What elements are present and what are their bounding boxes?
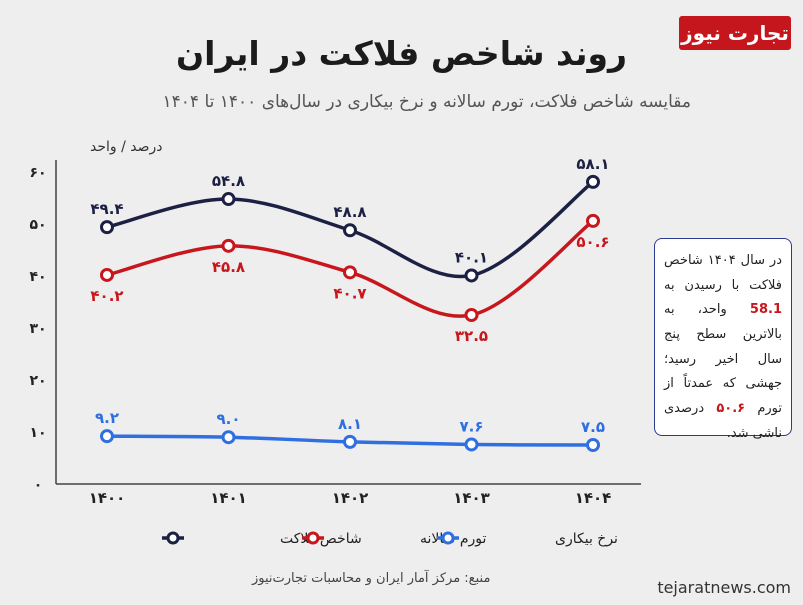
note-highlight-inflation: ۵۰.۶ (716, 401, 746, 417)
data-label: ۴۰.۲ (90, 287, 123, 305)
data-point (464, 308, 479, 322)
data-point (586, 213, 600, 228)
data-label: ۵۰.۶ (576, 233, 609, 251)
y-axis-label: درصد / واحد (90, 139, 163, 155)
data-label: ۸.۱ (338, 415, 362, 433)
x-tick-label: ۱۴۰۱ (210, 489, 247, 507)
data-label: ۹.۲ (95, 409, 119, 427)
data-point (343, 223, 357, 238)
y-tick-label: ۶۰ (29, 165, 46, 181)
page-title: روند شاخص فلاکت در ایران (176, 34, 627, 73)
data-label: ۴۸.۸ (333, 203, 366, 221)
legend-marker (441, 531, 455, 545)
y-tick-label: ۳۰ (29, 321, 46, 337)
data-label: ۵۴.۸ (212, 172, 245, 190)
y-tick-label: ۴۰ (29, 269, 46, 285)
data-label: ۴۰.۱ (455, 248, 488, 266)
legend-label: نرخ بیکاری (555, 531, 618, 547)
data-point (586, 174, 600, 189)
legend-marker (166, 531, 180, 545)
x-tick-label: ۱۴۰۴ (575, 489, 612, 507)
data-point (464, 268, 479, 283)
annotation-box: در سال ۱۴۰۴ شاخص فلاکت با رسیدن به 58.1 … (654, 238, 792, 441)
x-tick-label: ۱۴۰۳ (453, 489, 490, 507)
note-text-1: در سال ۱۴۰۴ شاخص فلاکت با رسیدن به (664, 253, 782, 293)
website-url: tejaratnews.com (657, 578, 791, 597)
x-tick-label: ۱۴۰۰ (89, 489, 126, 507)
data-point (100, 220, 114, 235)
data-point (221, 192, 236, 207)
data-label: ۴۹.۴ (90, 200, 123, 218)
data-point (221, 238, 236, 253)
y-tick-label: ۰ (34, 477, 43, 493)
data-point (343, 265, 357, 280)
data-point (221, 430, 236, 445)
note-text-3: درصدی ناشی شد. (664, 401, 782, 441)
source-credit: منبع: مرکز آمار ایران و محاسبات تجارت‌نی… (252, 571, 491, 586)
brand-logo: تجارت نیوز (679, 16, 791, 50)
data-label: ۴۵.۸ (212, 258, 245, 276)
data-label: ۹.۰ (216, 410, 240, 428)
note-text-2: واحد، به بالاترین سطح پنج سال اخیر رسید؛… (664, 302, 782, 417)
data-point (100, 429, 114, 444)
data-label: ۷.۵ (581, 418, 605, 436)
note-highlight-misery: 58.1 (749, 302, 782, 318)
page-subtitle: مقایسه شاخص فلاکت، تورم سالانه و نرخ بیک… (162, 92, 691, 112)
y-tick-label: ۵۰ (29, 217, 46, 233)
data-point (343, 434, 357, 449)
data-label: ۷.۶ (459, 417, 483, 435)
data-label: ۵۸.۱ (576, 155, 609, 173)
y-tick-label: ۲۰ (29, 373, 46, 389)
legend-marker (306, 531, 320, 545)
data-point (100, 267, 114, 282)
data-label: ۴۰.۷ (333, 284, 366, 302)
y-tick-label: ۱۰ (29, 425, 46, 441)
data-point (586, 438, 600, 452)
data-label: ۳۲.۵ (455, 327, 488, 345)
data-point (464, 437, 479, 452)
line-chart: درصد / واحد ۰ ۱۰ ۲۰ ۳۰ ۴۰ ۵۰ ۶۰ ۱۴۰۰ ۱۴۰۱ ۱۴۰۲ ۱۴… (29, 139, 641, 547)
x-tick-label: ۱۴۰۲ (332, 489, 369, 507)
